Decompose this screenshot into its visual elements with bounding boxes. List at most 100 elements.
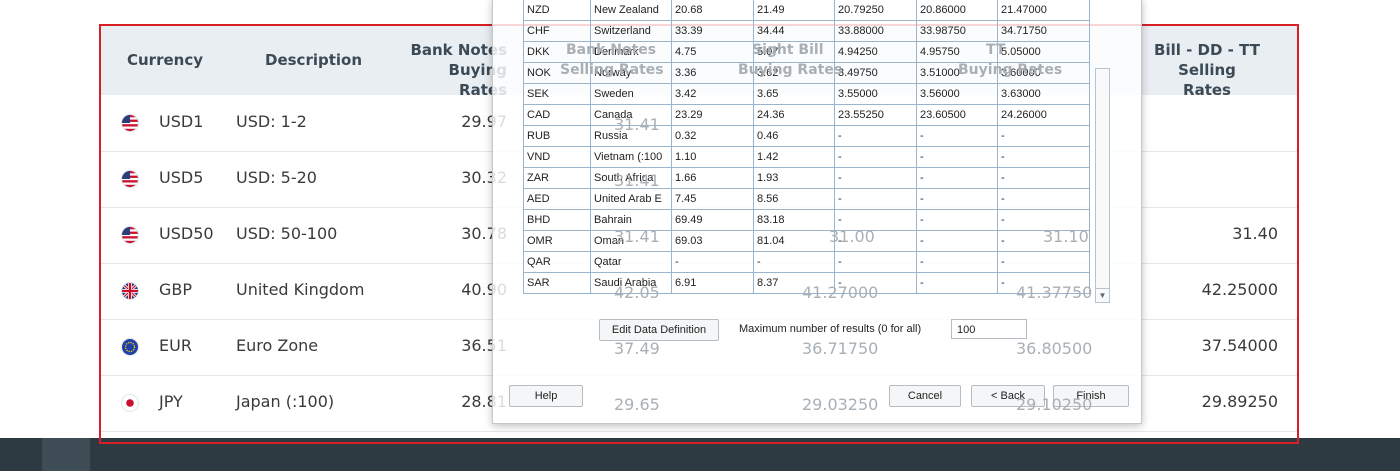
grid-cell: New Zealand [590, 0, 672, 21]
grid-cell: - [834, 272, 917, 294]
edit-data-definition-button[interactable]: Edit Data Definition [599, 319, 719, 341]
grid-cell: 8.37 [753, 272, 835, 294]
ghost-header-buying-rates: Buying Rates [738, 62, 843, 78]
cancel-button[interactable]: Cancel [889, 385, 961, 407]
bill-dd-tt-selling-rate: 37.54000 [1201, 336, 1278, 355]
grid-cell: QAR [523, 251, 591, 273]
ghost-gbp-selling: 42.05 [614, 283, 660, 302]
currency-description: Euro Zone [236, 336, 319, 355]
grid-cell: Russia [590, 125, 672, 147]
grid-cell: 24.36 [753, 104, 835, 126]
grid-cell: AED [523, 188, 591, 210]
grid-cell: 4.75 [671, 41, 754, 63]
grid-cell: - [997, 251, 1090, 273]
ghost-usd5-selling: 31.41 [614, 171, 660, 190]
grid-row[interactable]: QAR Qatar - - - - - [523, 251, 1090, 273]
grid-cell: 0.46 [753, 125, 835, 147]
grid-row[interactable]: BHD Bahrain 69.49 83.18- - - [523, 209, 1090, 231]
grid-cell: BHD [523, 209, 591, 231]
grid-cell: - [916, 146, 998, 168]
grid-cell: 20.86000 [916, 0, 998, 21]
grid-cell: ZAR [523, 167, 591, 189]
grid-cell: 1.10 [671, 146, 754, 168]
ghost-header-bank-notes: Bank Notes [566, 42, 657, 58]
finish-button[interactable]: Finish [1053, 385, 1129, 407]
grid-cell: 3.42 [671, 83, 754, 105]
grid-cell: 6.91 [671, 272, 754, 294]
grid-row[interactable]: ZAR South Africa 1.66 1.93- - - [523, 167, 1090, 189]
table-row: JPY Japan (:100) 28.81 29.89250 [101, 375, 1297, 432]
grid-cell: - [997, 188, 1090, 210]
grid-cell: Vietnam (:100 [590, 146, 672, 168]
grid-cell: 3.55000 [834, 83, 917, 105]
grid-cell: Switzerland [590, 20, 672, 42]
bill-dd-tt-selling-rate: 42.25000 [1201, 280, 1278, 299]
grid-row[interactable]: VND Vietnam (:100 1.10 1.42- - - [523, 146, 1090, 168]
grid-cell: 3.56000 [916, 83, 998, 105]
help-button[interactable]: Help [509, 385, 583, 407]
max-results-label: Maximum number of results (0 for all) [739, 323, 922, 335]
currency-code: USD50 [159, 224, 214, 243]
ghost-usd50-sight: 31.00 [829, 227, 875, 246]
grid-cell: - [916, 209, 998, 231]
ghost-eur-tt: 36.80500 [1016, 339, 1093, 358]
grid-cell: 83.18 [753, 209, 835, 231]
back-button[interactable]: < Back [971, 385, 1045, 407]
grid-row[interactable]: NZD New Zealand 20.68 21.49 20.79250 20.86000… [523, 0, 1090, 21]
table-row: USD50 USD: 50-100 30.78 31.40 [101, 207, 1297, 264]
ghost-usd1-selling: 31.41 [614, 115, 660, 134]
grid-scrollbar[interactable]: ▼ [1095, 68, 1110, 303]
grid-row[interactable]: CAD Canada 23.29 24.36 23.55250 23.60500 24.26… [523, 104, 1090, 126]
grid-cell: OMR [523, 230, 591, 252]
grid-cell: South Africa [590, 167, 672, 189]
us-flag-icon [122, 115, 138, 131]
grid-cell: 3.65 [753, 83, 835, 105]
currency-description: USD: 50-100 [236, 224, 338, 243]
us-flag-icon [122, 171, 138, 187]
currency-description: USD: 1-2 [236, 112, 307, 131]
eu-flag-icon [122, 339, 138, 355]
grid-cell: Saudi Arabia [590, 272, 672, 294]
bill-dd-tt-selling-rate: 29.89250 [1201, 392, 1278, 411]
grid-cell: - [834, 251, 917, 273]
us-flag-icon [122, 227, 138, 243]
header-bill-dd-tt-selling: Bill - DD - TT Selling Rates [1154, 41, 1260, 99]
grid-cell: VND [523, 146, 591, 168]
currency-code: USD1 [159, 112, 204, 131]
header-currency: Currency [127, 51, 204, 69]
bottom-bar-tab[interactable] [42, 438, 90, 471]
scroll-down-arrow-icon[interactable]: ▼ [1096, 288, 1109, 302]
ghost-jpy-selling: 29.65 [614, 395, 660, 414]
grid-row[interactable]: CHF Switzerland 33.39 34.44 33.88000 33.98750… [523, 20, 1090, 42]
currency-code: JPY [159, 392, 183, 411]
grid-row[interactable]: SAR Saudi Arabia 6.91 8.37- - - [523, 272, 1090, 294]
grid-cell: 33.39 [671, 20, 754, 42]
grid-cell: SEK [523, 83, 591, 105]
grid-cell: - [834, 167, 917, 189]
ghost-usd50-selling: 31.41 [614, 227, 660, 246]
grid-row[interactable]: RUB Russia 0.32 0.46- - - [523, 125, 1090, 147]
grid-cell: 7.45 [671, 188, 754, 210]
ghost-jpy-tt: 29.10250 [1016, 395, 1093, 414]
grid-cell: 24.26000 [997, 104, 1090, 126]
grid-cell: - [753, 251, 835, 273]
grid-cell: 23.55250 [834, 104, 917, 126]
grid-cell: 21.47000 [997, 0, 1090, 21]
grid-cell: - [997, 167, 1090, 189]
grid-cell: CHF [523, 20, 591, 42]
grid-row[interactable]: SEK Sweden 3.42 3.65 3.55000 3.56000 3.63000 [523, 83, 1090, 105]
grid-cell: 33.98750 [916, 20, 998, 42]
grid-row[interactable]: AED United Arab E 7.45 8.56- - - [523, 188, 1090, 210]
grid-cell: 4.94250 [834, 41, 917, 63]
grid-row[interactable]: OMR Oman 69.03 81.04- - - [523, 230, 1090, 252]
grid-cell: - [834, 188, 917, 210]
grid-cell: - [834, 146, 917, 168]
grid-cell: - [997, 146, 1090, 168]
grid-cell: 5.05000 [997, 41, 1090, 63]
max-results-input[interactable]: 100 [951, 319, 1027, 339]
grid-cell: 1.66 [671, 167, 754, 189]
grid-cell: 23.29 [671, 104, 754, 126]
currency-description: United Kingdom [236, 280, 365, 299]
grid-cell: 33.88000 [834, 20, 917, 42]
grid-cell: Canada [590, 104, 672, 126]
